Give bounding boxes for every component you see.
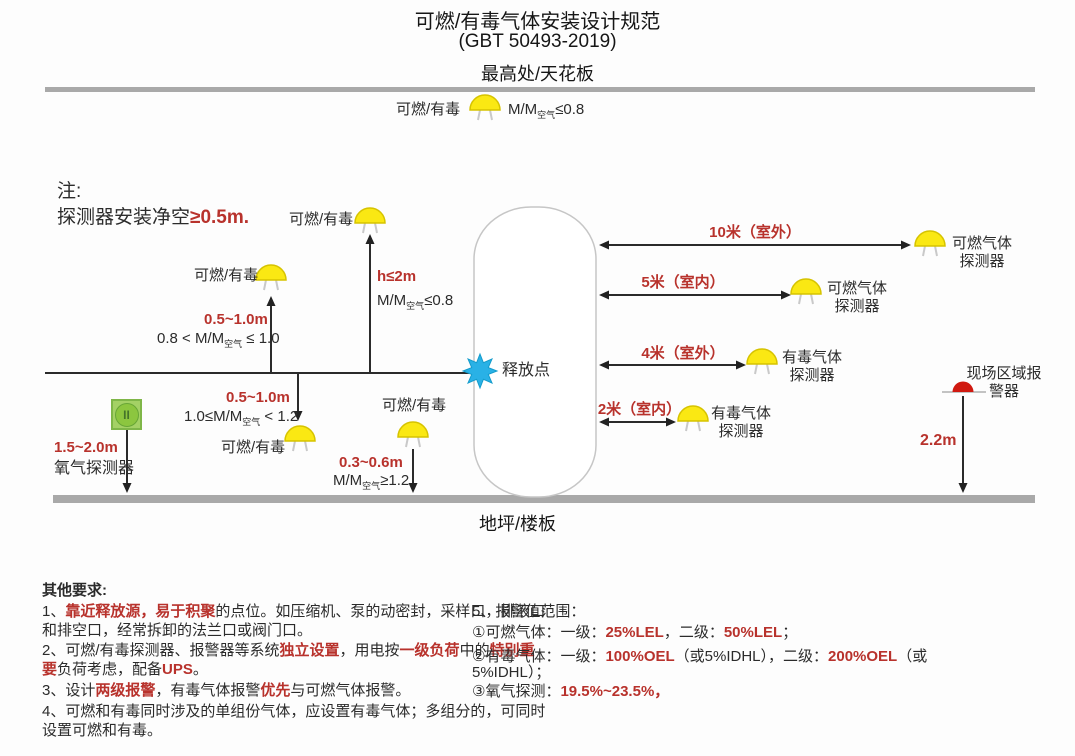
area-alarm-icon xyxy=(952,381,974,392)
page-subtitle: (GBT 50493-2019) xyxy=(458,31,617,52)
alarm-values-heading: 5、报警值范围： xyxy=(472,603,586,620)
detector-name-2m: 有毒气体 探测器 xyxy=(710,405,771,440)
ceiling-bar xyxy=(45,87,1035,92)
requirement-line-3: 2、可燃/有毒探测器、报警器等系统独立设置，用电按一级负荷中的特别重 xyxy=(42,642,535,659)
gas-detector-icon-bottom xyxy=(397,421,429,448)
ceiling-detector-formula: M/M空气≤0.8 xyxy=(508,101,585,120)
gas-detector-icon-ceiling xyxy=(469,94,501,121)
tank-outline xyxy=(473,206,597,498)
note-text-red: ≥0.5m. xyxy=(190,207,250,228)
top-detector-distance: h≤2m xyxy=(377,268,417,285)
release-point-star-icon xyxy=(461,352,499,390)
gas-detector-icon-below-line xyxy=(284,425,316,452)
note-text-black: 探测器安装净空 xyxy=(57,207,191,228)
top-detector-formula: M/M空气≤0.8 xyxy=(377,292,454,311)
oxygen-detector-symbol: II xyxy=(114,402,139,427)
detector-name-4m: 有毒气体 探测器 xyxy=(781,349,842,384)
page-title: 可燃/有毒气体安装设计规范 xyxy=(414,11,661,33)
ceiling-detector-label: 可燃/有毒 xyxy=(396,101,461,118)
distance-2m: 2米（室内） xyxy=(597,401,682,418)
area-alarm-height: 2.2m xyxy=(920,432,957,449)
top-detector-label: 可燃/有毒 xyxy=(289,211,354,228)
below-detector-formula: 1.0≤M/M空气 < 1.2 xyxy=(184,408,299,427)
alarm-values-line-4: ③氧气探测：19.5%~23.5%， xyxy=(472,683,670,700)
note-text: 探测器安装净空≥0.5m. xyxy=(57,206,249,230)
distance-4m: 4米（室外） xyxy=(641,345,725,362)
requirement-line-4: 要负荷考虑，配备UPS。 xyxy=(42,661,208,678)
gas-detector-icon-2m xyxy=(677,405,709,432)
note-prefix: 注: xyxy=(57,181,82,202)
gas-detector-icon-5m xyxy=(790,278,822,305)
ceiling-label: 最高处/天花板 xyxy=(480,64,594,84)
oxygen-label: 氧气探测器 xyxy=(54,460,135,477)
bottom-detector-distance: 0.3~0.6m xyxy=(339,454,403,471)
oxygen-detector-icon: II xyxy=(111,399,142,430)
bottom-detector-label: 可燃/有毒 xyxy=(382,397,447,414)
floor-label: 地坪/楼板 xyxy=(478,514,556,534)
gas-detector-icon-4m xyxy=(746,348,778,375)
left-detector-label: 可燃/有毒 xyxy=(194,267,259,284)
detector-name-5m: 可燃气体 探测器 xyxy=(826,280,887,315)
requirement-line-5: 3、设计两级报警，有毒气体报警优先与可燃气体报警。 xyxy=(42,682,411,699)
requirement-line-7: 设置可燃和有毒。 xyxy=(42,722,163,739)
alarm-values-line-3: 5%IDHL）； xyxy=(472,664,551,681)
gas-detector-icon-top xyxy=(354,207,386,234)
distance-10m: 10米（室外） xyxy=(709,224,801,241)
gas-detector-icon-left xyxy=(255,264,287,291)
requirement-line-6: 4、可燃和有毒同时涉及的单组份气体，应设置有毒气体；多组分的，可同时 xyxy=(42,703,546,720)
left-detector-formula: 0.8 < M/M空气 ≤ 1.0 xyxy=(157,330,280,349)
distance-5m: 5米（室内） xyxy=(641,274,725,291)
bottom-detector-formula: M/M空气≥1.2 xyxy=(333,472,410,491)
area-alarm-name: 现场区域报 警器 xyxy=(966,365,1042,400)
below-detector-label: 可燃/有毒 xyxy=(221,439,286,456)
detector-name-10m: 可燃气体 探测器 xyxy=(951,235,1012,270)
floor-bar xyxy=(53,495,1035,503)
gas-detector-icon-10m xyxy=(914,230,946,257)
requirements-heading: 其他要求: xyxy=(42,582,107,599)
below-detector-distance: 0.5~1.0m xyxy=(226,389,290,406)
alarm-values-line-2: ②有毒气体：一级：100%OEL（或5%IDHL），二级：200%OEL（或 xyxy=(472,648,928,665)
left-detector-distance: 0.5~1.0m xyxy=(204,311,268,328)
release-point-label: 释放点 xyxy=(502,362,551,379)
requirement-line-2: 和排空口，经常拆卸的法兰口或阀门口。 xyxy=(42,622,313,639)
alarm-values-line-1: ①可燃气体：一级：25%LEL，二级：50%LEL； xyxy=(472,624,798,641)
requirement-line-1: 1、靠近释放源，易于积聚的点位。如压缩机、泵的动密封，采样口，排液口 xyxy=(42,603,546,620)
oxygen-distance: 1.5~2.0m xyxy=(54,439,118,456)
